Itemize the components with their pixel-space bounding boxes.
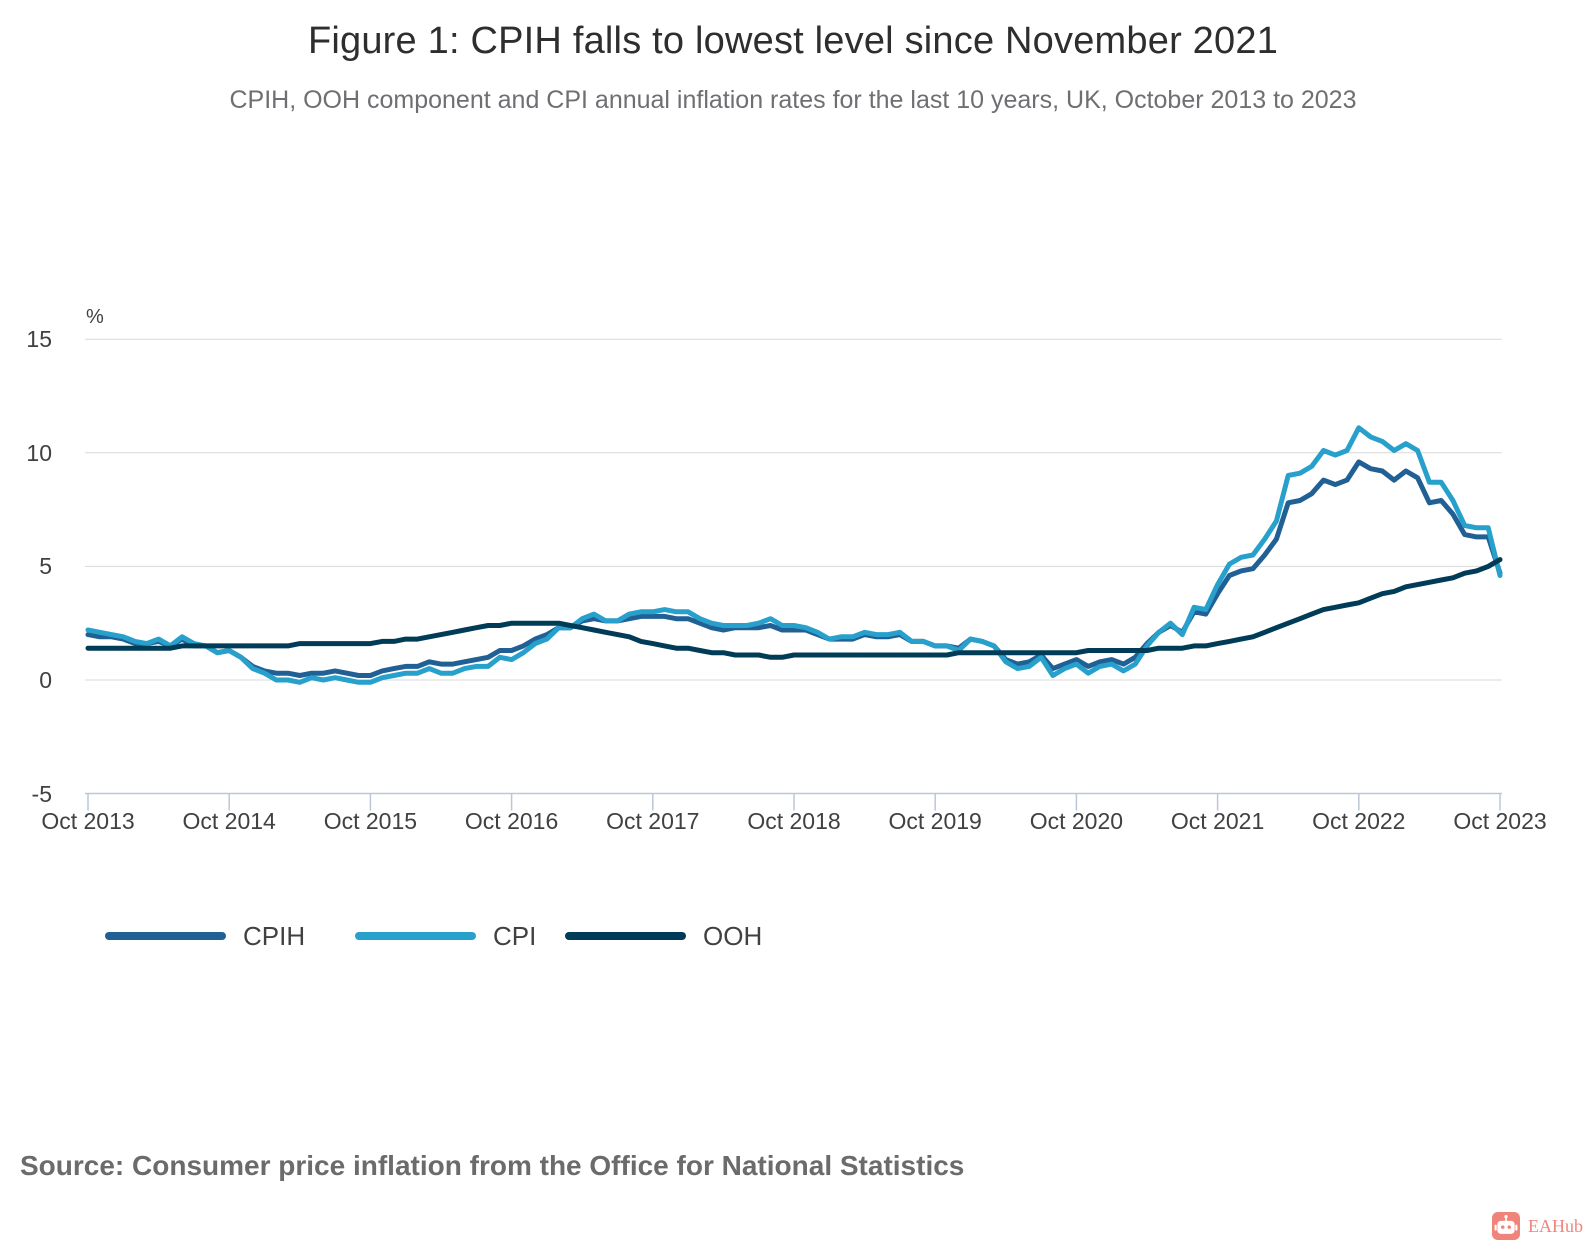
legend-item-ooh: OOH [565,920,762,952]
x-tick-label-oct-2016: Oct 2016 [464,808,559,834]
y-axis-unit-label: % [86,306,104,328]
legend-label-cpih: CPIH [243,920,306,951]
chart-title: Figure 1: CPIH falls to lowest level sin… [307,20,1279,62]
eahub-robot-icon [1492,1212,1520,1240]
x-tick-label-oct-2019: Oct 2019 [888,808,982,834]
legend-swatch-ooh [565,932,686,940]
legend-item-cpi: CPI [355,920,536,952]
series-line-cpih [85,459,1503,678]
watermark: EAHub [1492,1212,1583,1240]
y-tick-label-15: 15 [26,326,52,353]
x-tick-label-oct-2017: Oct 2017 [606,808,700,834]
legend-label-ooh: OOH [703,920,763,951]
watermark-label: EAHub [1528,1215,1583,1236]
source-note: Source: Consumer price inflation from th… [20,1150,965,1181]
x-tick-label-oct-2021: Oct 2021 [1170,808,1265,834]
x-tick-label-oct-2014: Oct 2014 [182,808,276,834]
series-line-ooh [85,557,1503,660]
x-tick-label-oct-2013: Oct 2013 [41,808,135,834]
chart-subtitle: CPIH, OOH component and CPI annual infla… [229,86,1357,114]
y-tick-label--5: -5 [31,780,52,807]
legend-item-cpih: CPIH [105,920,305,952]
y-tick-label-10: 10 [26,439,52,466]
y-tick-label-5: 5 [39,553,52,580]
legend-swatch-cpi [355,932,476,940]
x-tick-label-oct-2018: Oct 2018 [747,808,841,834]
y-tick-label-0: 0 [39,667,52,693]
x-tick-label-oct-2022: Oct 2022 [1312,808,1406,834]
legend-swatch-cpih [105,932,226,940]
legend-label-cpi: CPI [493,920,537,951]
series-line-cpi [85,425,1503,685]
x-tick-label-oct-2023: Oct 2023 [1453,808,1547,834]
x-tick-label-oct-2015: Oct 2015 [323,808,418,834]
x-tick-label-oct-2020: Oct 2020 [1029,808,1124,834]
